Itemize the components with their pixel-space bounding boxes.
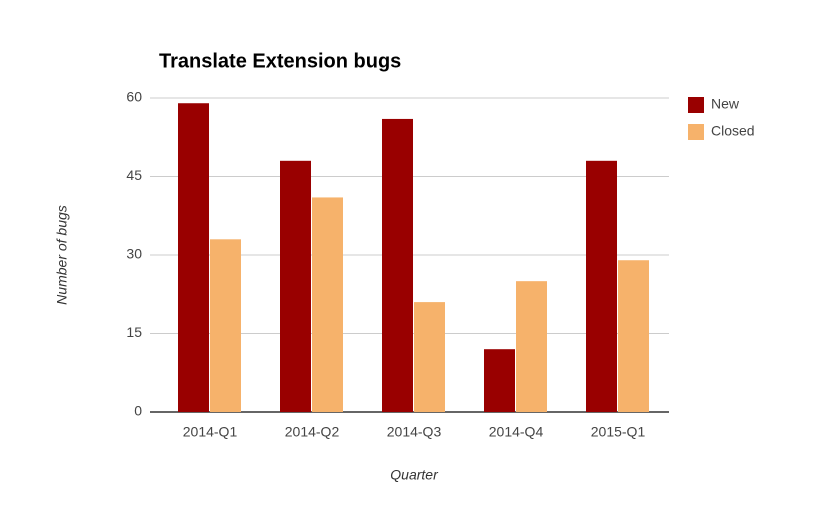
legend-swatch	[688, 97, 704, 113]
y-tick-label: 30	[126, 246, 142, 262]
y-tick-label: 15	[126, 324, 142, 340]
bar	[178, 103, 209, 412]
bar	[382, 118, 413, 412]
bar	[618, 260, 649, 412]
bar	[210, 239, 241, 412]
bar	[484, 349, 515, 412]
bar	[312, 197, 343, 412]
y-axis-title: Number of bugs	[54, 205, 70, 305]
chart-title: Translate Extension bugs	[159, 50, 401, 72]
legend-label: Closed	[711, 123, 755, 139]
y-tick-label: 45	[126, 167, 142, 183]
x-tick-label: 2014-Q1	[183, 424, 238, 440]
bar	[280, 160, 311, 412]
y-tick-label: 60	[126, 89, 142, 105]
x-tick-label: 2014-Q2	[285, 424, 340, 440]
x-tick-label: 2014-Q3	[387, 424, 442, 440]
y-tick-label: 0	[134, 403, 142, 419]
x-tick-label: 2014-Q4	[489, 424, 544, 440]
bar	[414, 302, 445, 412]
bar	[516, 281, 547, 412]
x-tick-label: 2015-Q1	[591, 424, 646, 440]
bar	[586, 160, 617, 412]
legend-label: New	[711, 96, 740, 112]
legend-swatch	[688, 124, 704, 140]
x-axis-title: Quarter	[390, 467, 439, 483]
